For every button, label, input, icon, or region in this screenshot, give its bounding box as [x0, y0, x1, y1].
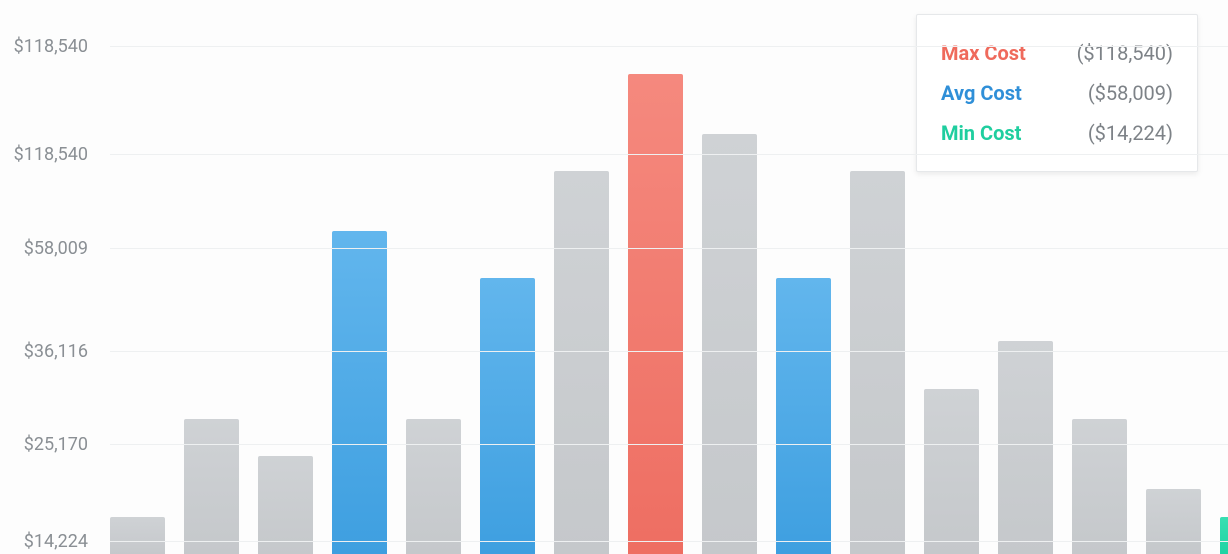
bar	[998, 341, 1053, 554]
gridline	[110, 541, 1228, 542]
bar	[110, 517, 165, 554]
bar	[702, 134, 757, 554]
legend-label: Max Cost	[941, 41, 1026, 65]
y-tick-label: $58,009	[0, 238, 100, 259]
y-tick: $118,540	[0, 34, 100, 58]
bar	[1072, 419, 1127, 554]
gridline	[110, 248, 1228, 249]
bar	[776, 278, 831, 554]
y-tick-label: $118,540	[0, 36, 100, 57]
y-tick: $36,116	[0, 339, 100, 363]
bar	[184, 419, 239, 554]
y-tick: $14,224	[0, 529, 100, 553]
bar	[1220, 517, 1228, 554]
bar	[628, 74, 683, 554]
gridline	[110, 444, 1228, 445]
cost-bar-chart: $118,540 $118,540 $58,009 $36,116 $25,170 $14…	[0, 0, 1228, 554]
gridline	[110, 154, 1228, 155]
legend-row: Avg Cost ($58,009)	[941, 73, 1173, 113]
y-tick: $118,540	[0, 142, 100, 166]
bar	[1146, 489, 1201, 554]
y-tick: $25,170	[0, 432, 100, 456]
legend-card: Max Cost ($118,540) Avg Cost ($58,009) Min C…	[916, 14, 1198, 172]
bar	[554, 171, 609, 554]
legend-label: Avg Cost	[941, 81, 1022, 105]
legend-row: Min Cost ($14,224)	[941, 113, 1173, 153]
gridline	[110, 351, 1228, 352]
bar	[332, 231, 387, 554]
legend-value: ($118,540)	[1077, 41, 1173, 65]
legend-value: ($58,009)	[1088, 81, 1173, 105]
bar	[406, 419, 461, 554]
y-tick-label: $25,170	[0, 434, 100, 455]
legend-label: Min Cost	[941, 121, 1021, 145]
gridline	[110, 46, 1228, 47]
legend-row: Max Cost ($118,540)	[941, 33, 1173, 73]
y-tick-label: $36,116	[0, 341, 100, 362]
legend-value: ($14,224)	[1088, 121, 1173, 145]
bar	[480, 278, 535, 554]
bar	[924, 389, 979, 554]
y-tick-label: $118,540	[0, 144, 100, 165]
y-tick: $58,009	[0, 236, 100, 260]
bar	[258, 456, 313, 554]
y-tick-label: $14,224	[0, 531, 100, 552]
bar	[850, 171, 905, 554]
